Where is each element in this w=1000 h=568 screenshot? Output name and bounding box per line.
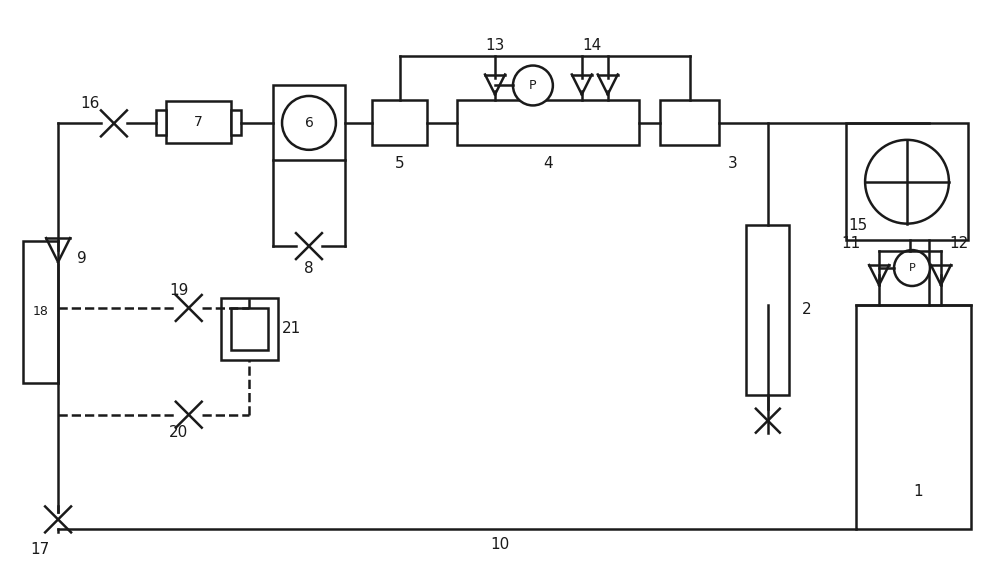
Text: 17: 17 [31,542,50,557]
Text: 4: 4 [543,156,553,171]
Bar [221,298,278,360]
Text: 14: 14 [582,38,601,53]
Text: 6: 6 [305,116,313,130]
Bar [156,110,166,135]
Circle shape [513,65,553,106]
Bar [231,308,268,350]
Text: 1: 1 [914,484,923,499]
Text: 20: 20 [169,425,188,440]
Bar [166,102,231,143]
Bar [660,101,719,145]
Text: 19: 19 [169,283,188,298]
Bar [856,305,971,529]
Text: 2: 2 [801,302,811,318]
Text: 11: 11 [842,236,861,250]
Text: 5: 5 [395,156,405,171]
Bar [372,101,427,145]
Text: 10: 10 [490,537,510,552]
Text: P: P [909,263,915,273]
Text: 12: 12 [949,236,969,250]
Text: 13: 13 [485,38,505,53]
Text: 16: 16 [80,96,100,111]
Bar [231,110,241,135]
Circle shape [894,250,930,286]
Text: 21: 21 [282,321,301,336]
Bar [273,86,345,160]
Text: 7: 7 [194,115,203,130]
Text: 9: 9 [77,250,87,266]
Text: 15: 15 [848,218,868,233]
Bar [746,225,789,395]
Bar [457,101,639,145]
Bar [23,241,58,383]
Text: 8: 8 [304,261,314,275]
Text: 18: 18 [33,306,49,319]
Circle shape [865,140,949,224]
Circle shape [282,96,336,150]
Text: 3: 3 [728,156,737,171]
Text: P: P [529,79,537,92]
Bar [846,123,968,240]
